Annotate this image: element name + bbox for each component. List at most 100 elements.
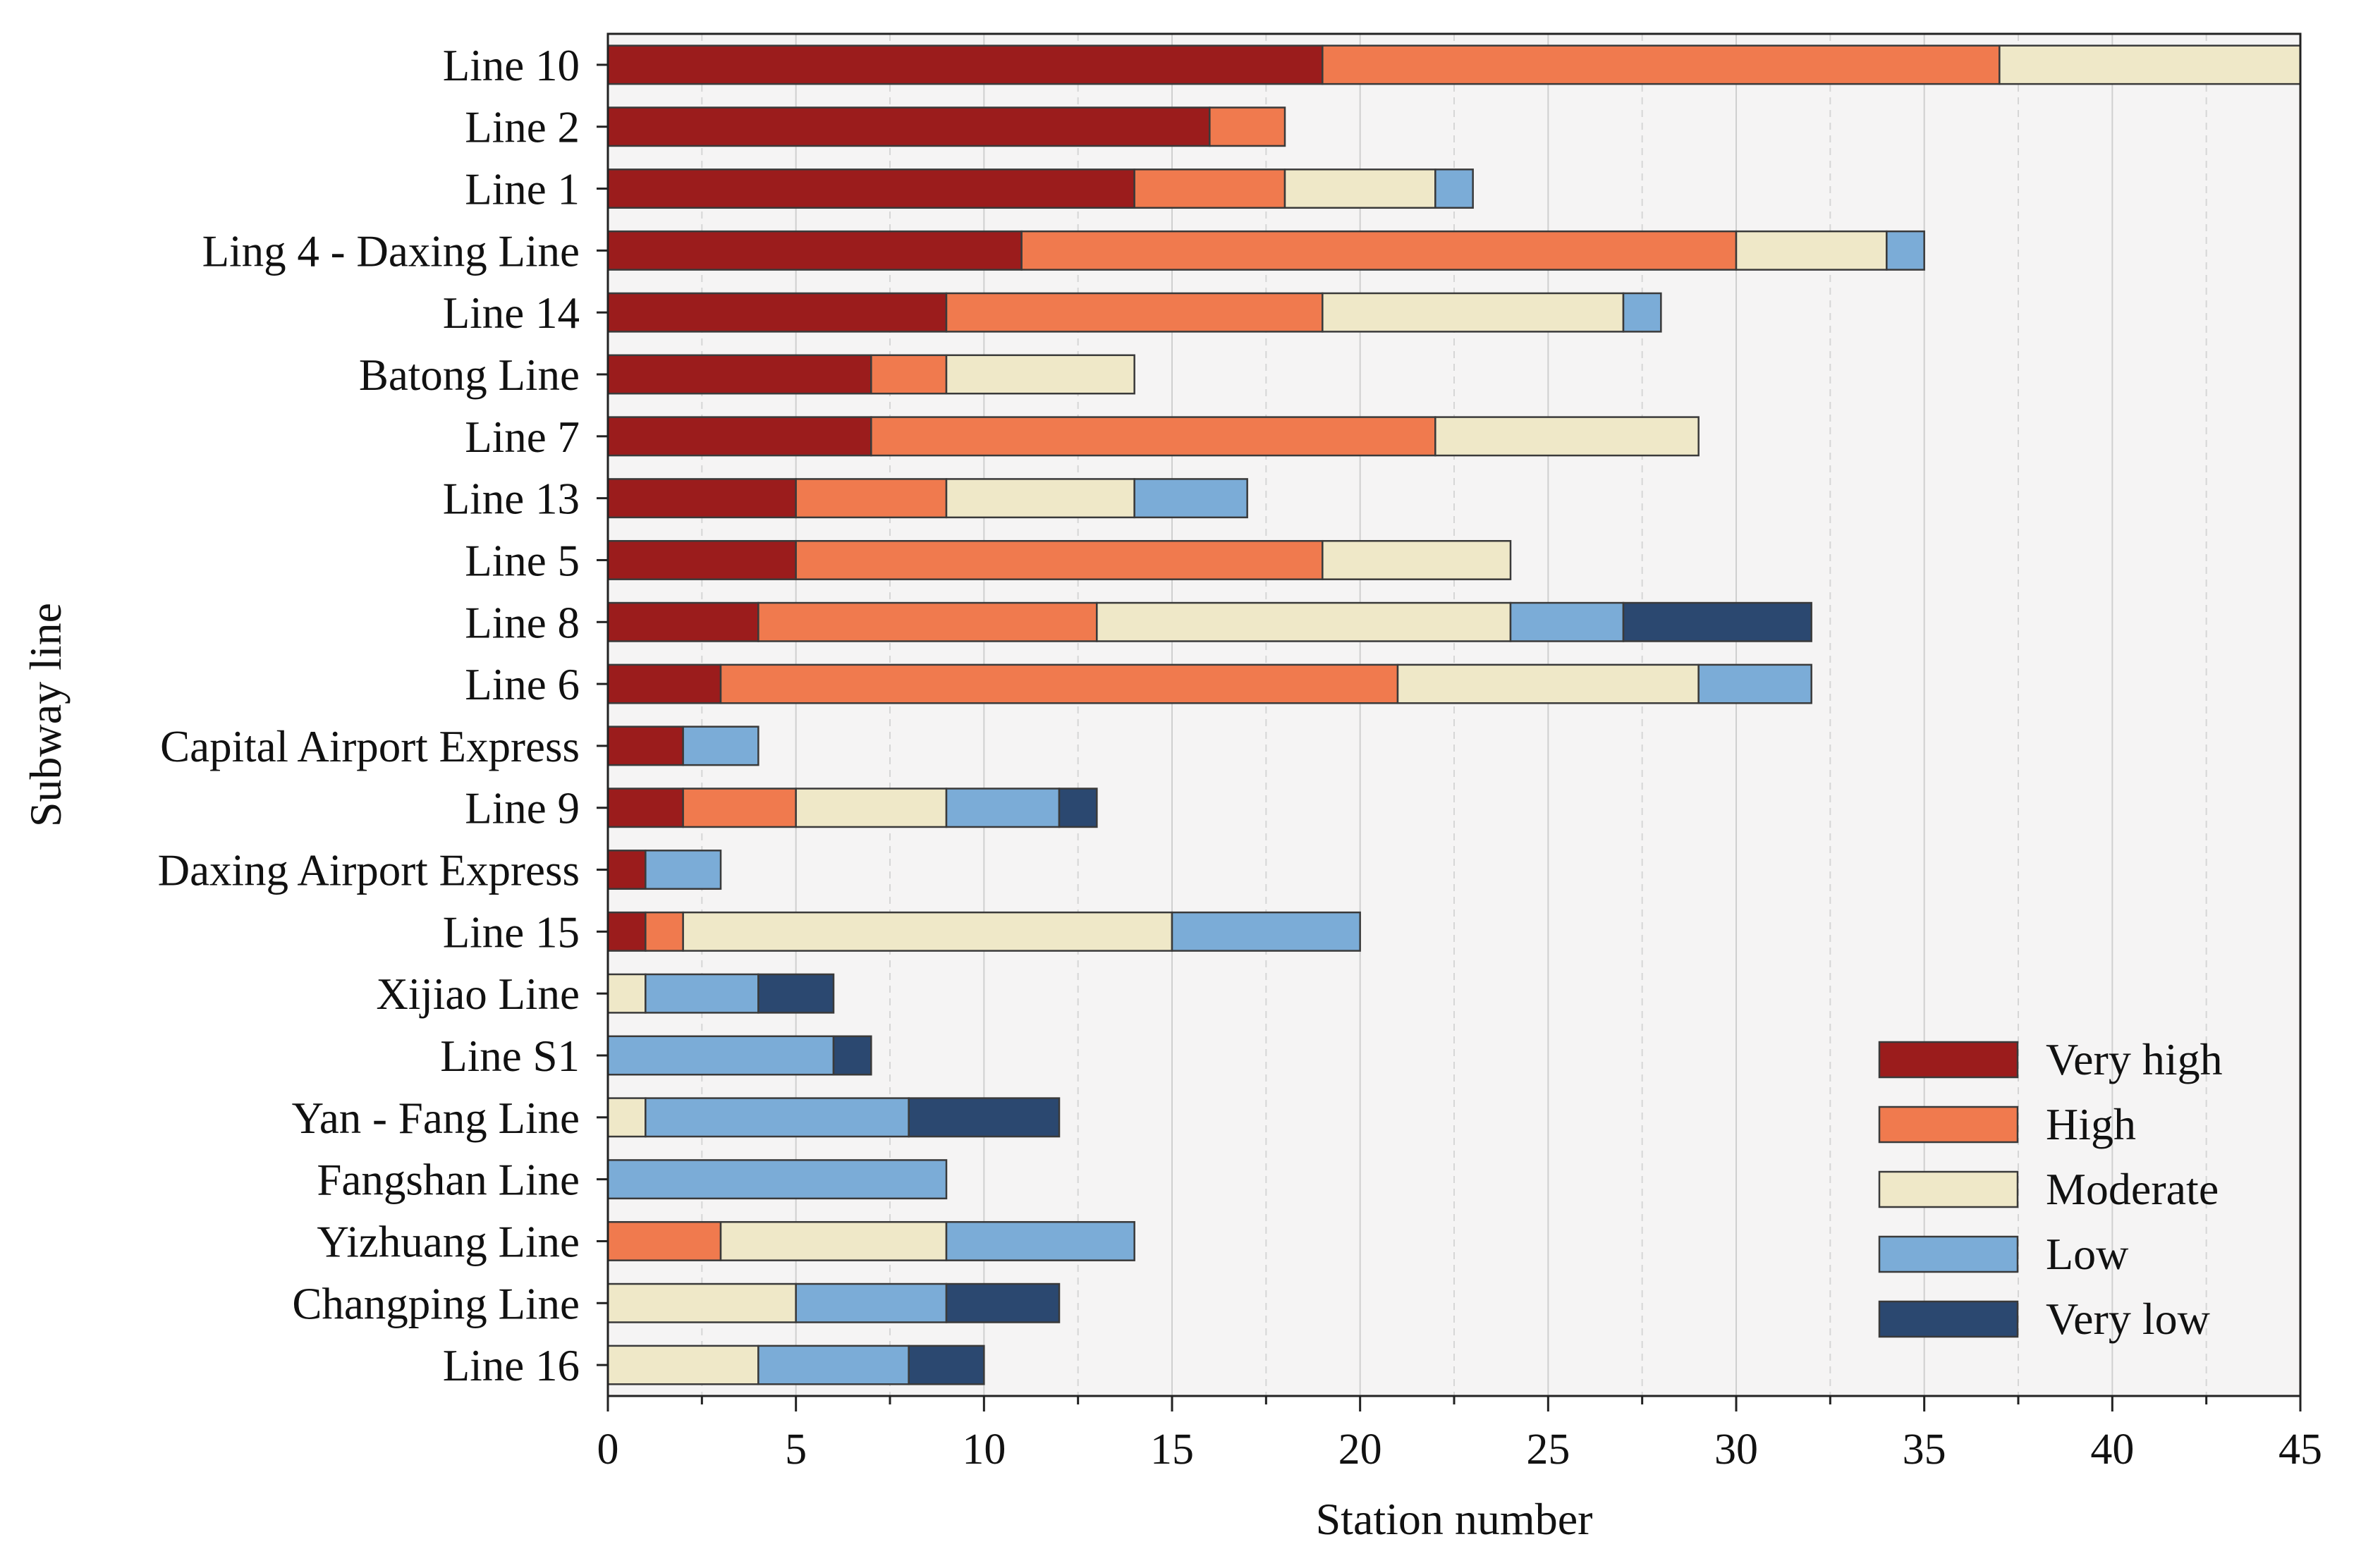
bar-segment-high xyxy=(1209,106,1286,147)
x-tick-label: 45 xyxy=(2278,1426,2322,1474)
y-category-label: Line 1 xyxy=(465,165,580,214)
bar-segment-low xyxy=(1886,230,1925,271)
bar-segment-moderate xyxy=(606,1097,647,1138)
bars xyxy=(606,44,2302,1385)
bar-segment-very-low xyxy=(757,973,835,1014)
x-tick-label: 10 xyxy=(962,1426,1006,1474)
y-category-label: Daxing Airport Express xyxy=(158,846,580,895)
bar-segment-very-low xyxy=(945,1282,1061,1323)
bar-segment-very-high xyxy=(606,230,1023,271)
x-tick-label: 20 xyxy=(1338,1426,1382,1474)
legend-swatch-low xyxy=(1878,1235,2019,1273)
y-category-label: Line 10 xyxy=(443,41,580,90)
y-category-label: Capital Airport Express xyxy=(160,722,580,771)
bar-segment-high xyxy=(645,911,684,952)
bar-segment-high xyxy=(719,663,1399,704)
y-category-label: Yizhuang Line xyxy=(317,1217,580,1266)
bar-segment-moderate xyxy=(945,354,1135,395)
y-category-label: Line 8 xyxy=(465,598,580,647)
bar-segment-high xyxy=(1133,169,1286,209)
bar-segment-low xyxy=(645,1097,910,1138)
bar-segment-low xyxy=(682,725,759,766)
bar-segment-moderate xyxy=(1434,416,1700,457)
bar-segment-high xyxy=(1020,230,1738,271)
y-axis: Line 10 Line 2 Line 1 Ling 4 - Daxing Line L… xyxy=(158,41,608,1390)
y-category-label: Ling 4 - Daxing Line xyxy=(202,226,580,276)
bar-segment-moderate xyxy=(606,1345,759,1385)
bar-segment-low xyxy=(1434,169,1474,209)
x-tick-label: 15 xyxy=(1150,1426,1194,1474)
y-category-label: Line 2 xyxy=(465,103,580,152)
bar-segment-very-high xyxy=(606,539,797,580)
bar-segment-very-high xyxy=(606,106,1211,147)
bar-segment-very-low xyxy=(1622,601,1812,642)
bar-segment-low xyxy=(606,1035,835,1076)
legend-label: Moderate xyxy=(2046,1164,2219,1214)
bar-segment-very-low xyxy=(1058,788,1098,828)
y-axis-title: Subway line xyxy=(20,603,71,827)
y-category-label: Changping Line xyxy=(292,1279,580,1328)
bar-segment-moderate xyxy=(719,1220,948,1261)
bar-segment-very-high xyxy=(606,416,872,457)
x-axis-title: Station number xyxy=(1316,1494,1593,1544)
bar-segment-moderate xyxy=(1396,663,1700,704)
bar-segment-very-high xyxy=(606,663,722,704)
bar-segment-very-high xyxy=(606,478,797,519)
y-category-label: Line 13 xyxy=(443,474,580,524)
bar-segment-moderate xyxy=(1322,539,1512,580)
y-category-label: Xijiao Line xyxy=(376,969,580,1019)
x-tick-label: 30 xyxy=(1714,1426,1758,1474)
bar-segment-high xyxy=(870,354,948,395)
bar-segment-moderate xyxy=(1283,169,1436,209)
y-category-label: Line S1 xyxy=(440,1031,580,1081)
bar-segment-low xyxy=(1171,911,1361,952)
x-tick-label: 40 xyxy=(2090,1426,2134,1474)
bar-segment-low xyxy=(1133,478,1248,519)
y-category-label: Line 9 xyxy=(465,784,580,833)
bar-segment-very-high xyxy=(606,601,759,642)
bar-segment-high xyxy=(795,539,1324,580)
y-category-label: Line 16 xyxy=(443,1341,580,1390)
bar-segment-moderate xyxy=(606,1282,797,1323)
legend-label: Low xyxy=(2046,1229,2128,1279)
bar-segment-very-low xyxy=(832,1035,872,1076)
bar-segment-low xyxy=(945,1220,1135,1261)
legend-label: Very high xyxy=(2046,1034,2223,1084)
x-tick-label: 35 xyxy=(1903,1426,1946,1474)
bar-segment-very-low xyxy=(908,1097,1061,1138)
x-tick-label: 5 xyxy=(785,1426,807,1474)
bar-segment-low xyxy=(645,973,759,1014)
bar-segment-moderate xyxy=(1999,44,2302,85)
bar-segment-low xyxy=(1509,601,1625,642)
bar-segment-high xyxy=(795,478,948,519)
bar-segment-low xyxy=(795,1282,948,1323)
y-category-label: Yan - Fang Line xyxy=(292,1094,580,1143)
bar-segment-moderate xyxy=(1096,601,1512,642)
bar-segment-moderate xyxy=(606,973,647,1014)
bar-segment-high xyxy=(870,416,1436,457)
legend-label: Very low xyxy=(2046,1294,2210,1344)
bar-segment-low xyxy=(645,850,722,890)
y-category-label: Line 7 xyxy=(465,412,580,462)
bar-segment-moderate xyxy=(795,788,948,828)
bar-segment-moderate xyxy=(1735,230,1888,271)
bar-segment-very-high xyxy=(606,44,1324,85)
legend-swatch-very-high xyxy=(1878,1041,2019,1079)
legend-swatch-moderate xyxy=(1878,1170,2019,1208)
bar-segment-moderate xyxy=(682,911,1173,952)
legend-swatch-high xyxy=(1878,1105,2019,1144)
bar-segment-very-high xyxy=(606,911,647,952)
y-category-label: Line 6 xyxy=(465,660,580,709)
bar-segment-moderate xyxy=(945,478,1135,519)
x-axis: 0 5 10 15 20 25 30 35 40 45 xyxy=(597,1396,2322,1474)
bar-segment-high xyxy=(757,601,1098,642)
bar-segment-low xyxy=(757,1345,910,1385)
legend-label: High xyxy=(2046,1099,2136,1149)
bar-segment-very-high xyxy=(606,788,684,828)
bar-segment-high xyxy=(682,788,797,828)
y-category-label: Fangshan Line xyxy=(317,1156,580,1205)
legend-swatch-very-low xyxy=(1878,1300,2019,1338)
y-category-label: Line 14 xyxy=(443,288,580,338)
bar-segment-very-high xyxy=(606,725,684,766)
